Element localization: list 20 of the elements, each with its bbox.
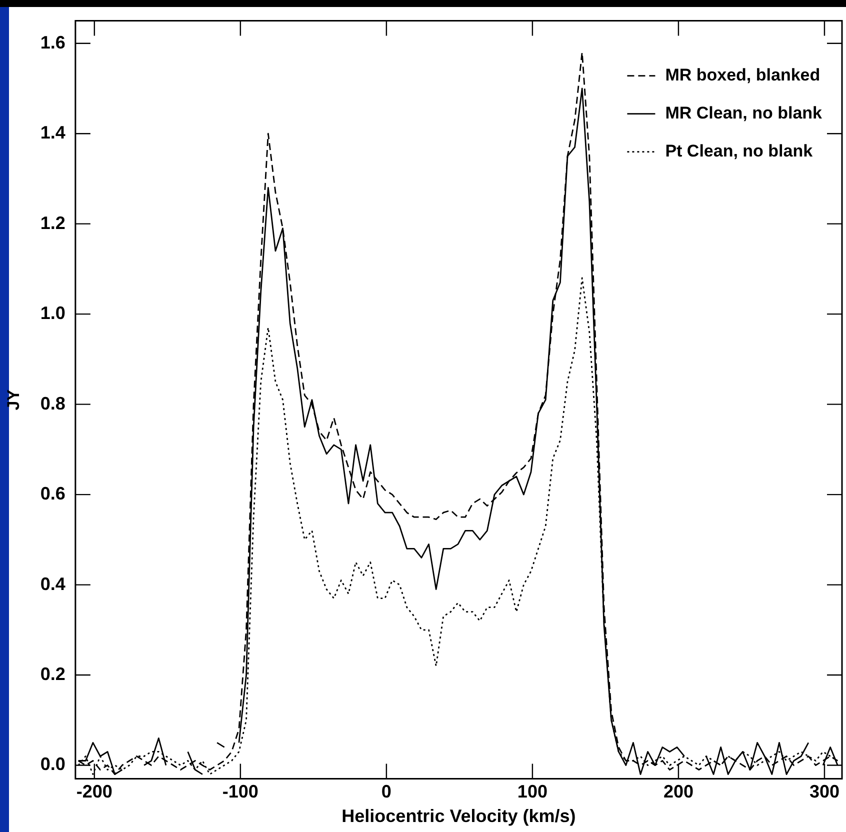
y-tick-label: 0.2 (40, 664, 66, 684)
x-tick-label: -100 (222, 782, 258, 802)
y-tick-label: 0.0 (40, 754, 66, 774)
x-axis-title: Heliocentric Velocity (km/s) (342, 806, 576, 826)
x-tick-label: 300 (809, 782, 840, 802)
y-tick-label: 1.0 (40, 303, 66, 324)
legend-label: MR boxed, blanked (665, 65, 820, 84)
y-tick-label: 1.4 (40, 122, 66, 143)
legend-label: MR Clean, no blank (665, 103, 823, 122)
legend-label: Pt Clean, no blank (665, 141, 814, 160)
x-tick-label: 200 (663, 782, 694, 802)
x-tick-label: 100 (517, 782, 548, 802)
y-tick-label: 0.6 (40, 484, 66, 504)
x-tick-label: 0 (381, 782, 392, 802)
y-axis-title: JY (4, 388, 23, 410)
x-tick-label: -200 (76, 782, 112, 802)
y-tick-label: 0.8 (40, 393, 66, 414)
y-tick-label: 1.2 (40, 212, 66, 233)
y-tick-label: 0.4 (40, 574, 66, 594)
y-tick-label: 1.6 (40, 32, 66, 52)
